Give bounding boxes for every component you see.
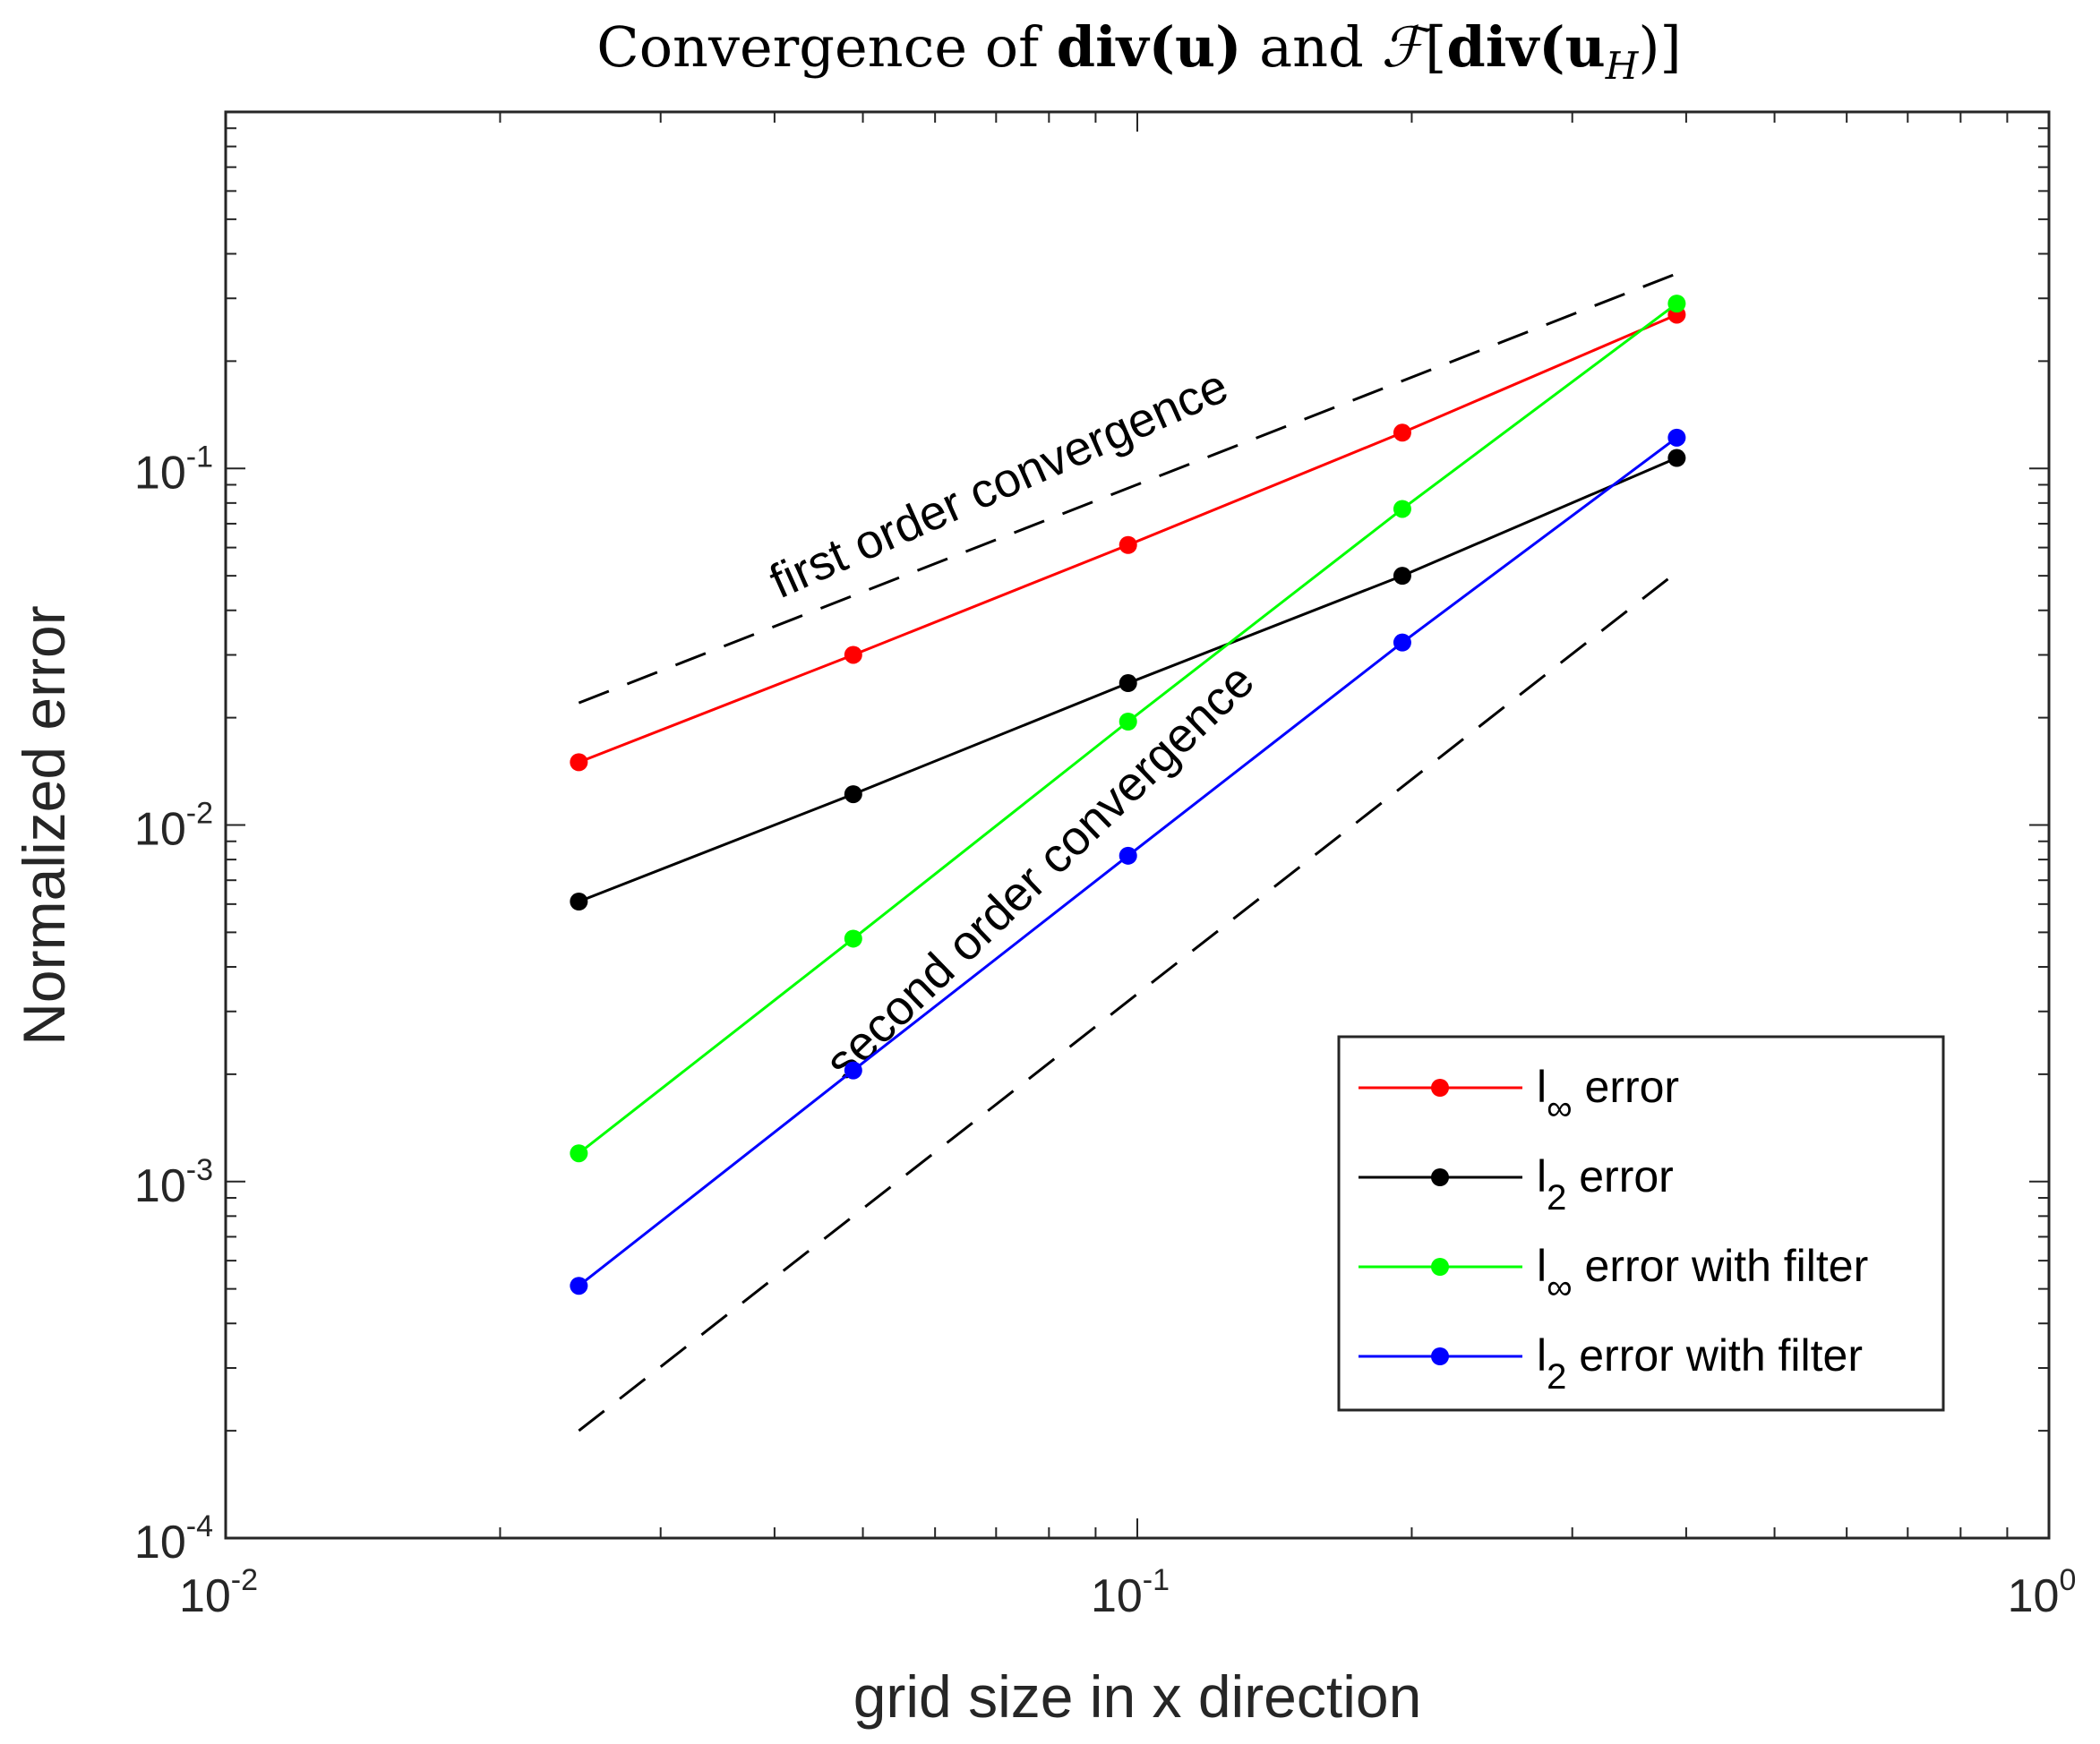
data-point bbox=[1119, 535, 1137, 554]
x-tick-label: 100 bbox=[2008, 1563, 2077, 1622]
y-tick-label: 10-1 bbox=[134, 440, 213, 499]
data-point bbox=[1119, 674, 1137, 693]
x-tick-label: 10-2 bbox=[179, 1563, 258, 1622]
data-series bbox=[570, 295, 1686, 1295]
data-point bbox=[844, 645, 862, 664]
data-point bbox=[1393, 567, 1411, 586]
legend: l∞ error l2 error l∞ error with filter l2 e… bbox=[1337, 1035, 1945, 1412]
data-point bbox=[570, 753, 588, 772]
y-tick-label: 10-2 bbox=[134, 797, 213, 856]
data-point bbox=[844, 1061, 862, 1080]
data-point bbox=[844, 785, 862, 804]
legend-label: l∞ error bbox=[1537, 1062, 1679, 1128]
data-point bbox=[570, 1144, 588, 1163]
legend-label: l2 error with filter bbox=[1537, 1330, 1863, 1397]
reference-line bbox=[578, 570, 1678, 1432]
reference-line bbox=[578, 272, 1677, 705]
legend-marker bbox=[1431, 1347, 1449, 1365]
legend-label: l∞ error with filter bbox=[1537, 1241, 1868, 1307]
tick-marks bbox=[225, 112, 2049, 1539]
legend-label: l2 error bbox=[1537, 1151, 1674, 1218]
data-point bbox=[570, 892, 588, 910]
legend-marker bbox=[1431, 1168, 1449, 1186]
x-axis-label: grid size in x direction bbox=[853, 1663, 1422, 1730]
y-tick-label: 10-4 bbox=[134, 1509, 213, 1569]
y-axis-label: Normalized error bbox=[11, 605, 77, 1045]
data-point bbox=[1393, 633, 1411, 652]
x-tick-label: 10-1 bbox=[1091, 1563, 1170, 1622]
chart-title: Convergence of div(u) and ℱ[div(uH)] bbox=[596, 14, 1681, 88]
tick-labels: 10-2 10-1 100 10-4 10-3 10-2 10-1 bbox=[134, 440, 2076, 1622]
legend-marker bbox=[1431, 1258, 1449, 1276]
y-tick-label: 10-3 bbox=[134, 1153, 213, 1212]
data-point bbox=[1667, 428, 1686, 447]
data-point bbox=[1667, 449, 1686, 467]
data-point bbox=[844, 929, 862, 948]
data-point bbox=[1667, 295, 1686, 313]
reference-lines bbox=[578, 272, 1678, 1432]
data-point bbox=[1393, 500, 1411, 518]
data-point bbox=[1119, 712, 1137, 731]
legend-marker bbox=[1431, 1079, 1449, 1097]
data-point bbox=[1119, 846, 1137, 865]
data-point bbox=[1393, 423, 1411, 442]
data-point bbox=[570, 1277, 588, 1295]
